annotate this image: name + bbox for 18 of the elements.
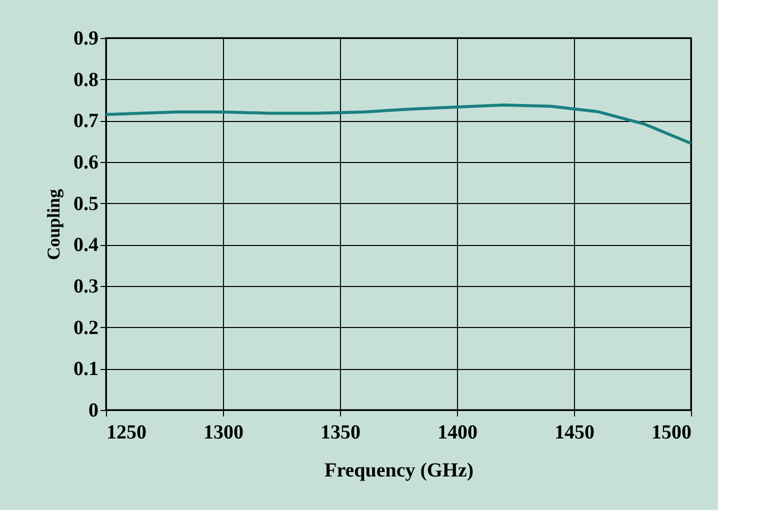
- y-tick-label: 0.3: [74, 276, 98, 298]
- x-tick-label: 1250: [106, 422, 146, 444]
- x-axis-title: Frequency (GHz): [324, 460, 474, 482]
- y-tick-label: 0.5: [74, 192, 98, 215]
- y-tick-label: 0: [88, 400, 98, 422]
- y-axis-title: Coupling: [44, 188, 64, 260]
- x-tick-label: 1350: [320, 422, 360, 444]
- x-tick-label: 1300: [204, 422, 244, 444]
- y-tick-label: 0.6: [74, 152, 98, 174]
- y-tick-label: 0.4: [74, 234, 98, 256]
- y-tick-label: 0.7: [74, 110, 98, 132]
- y-tick-label: 0.1: [74, 358, 98, 380]
- x-tick-label: 1400: [438, 422, 478, 444]
- y-tick-label: 0.8: [74, 68, 98, 91]
- x-tick-label: 1500: [652, 422, 692, 444]
- y-tick-label: 0.9: [74, 28, 98, 50]
- x-tick-label: 1450: [554, 422, 594, 444]
- y-tick-label: 0.2: [74, 316, 98, 339]
